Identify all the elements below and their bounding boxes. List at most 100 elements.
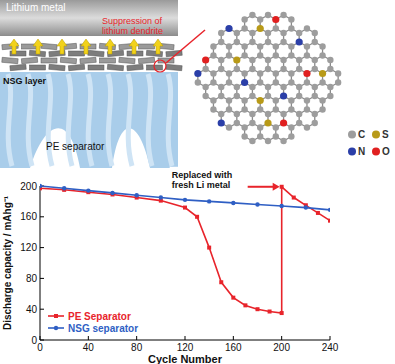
nsg-flake <box>41 43 57 49</box>
atom <box>288 25 294 31</box>
atom-legend-dot <box>348 148 356 156</box>
atom-legend-dot <box>348 131 356 139</box>
point <box>231 201 235 205</box>
x-axis-title: Cycle Number <box>148 353 223 364</box>
atom <box>296 57 302 63</box>
atom <box>241 16 247 22</box>
atom <box>280 57 286 63</box>
point <box>279 204 283 208</box>
atom <box>234 120 240 126</box>
atom <box>273 106 279 112</box>
point <box>280 185 284 189</box>
atom <box>265 57 271 63</box>
point <box>304 205 308 209</box>
atom <box>202 56 209 63</box>
point <box>159 195 163 199</box>
fiber <box>68 74 72 166</box>
point <box>195 215 199 219</box>
atom <box>249 111 255 117</box>
atom <box>249 39 255 45</box>
nsg-flake <box>127 64 143 70</box>
atom <box>257 133 263 139</box>
point <box>110 191 114 195</box>
arrow <box>153 39 163 54</box>
atom <box>226 97 232 103</box>
atom <box>257 16 263 22</box>
annotation-arrow <box>248 186 276 188</box>
y-tick-label: 120 <box>20 242 37 253</box>
point <box>62 186 66 190</box>
atom <box>210 70 216 76</box>
atom <box>304 106 310 112</box>
atom <box>304 25 310 31</box>
atom <box>296 30 302 36</box>
fiber <box>108 74 112 166</box>
atom <box>265 84 271 90</box>
atom <box>296 38 303 45</box>
fiber <box>8 74 12 166</box>
atom <box>257 124 263 130</box>
atom <box>234 66 240 72</box>
atom <box>257 79 263 85</box>
nsg-flake <box>139 44 155 49</box>
annotation-bg <box>170 167 246 190</box>
nsg-flake <box>60 57 76 63</box>
atom <box>280 92 287 99</box>
x-tick <box>330 336 331 340</box>
atom <box>335 70 341 76</box>
atom <box>327 93 333 99</box>
point <box>268 310 272 314</box>
arrow <box>105 39 115 54</box>
atom <box>226 106 232 112</box>
layer-label: NSG layer <box>3 76 47 86</box>
atom <box>257 25 264 32</box>
atom <box>288 52 294 58</box>
fiber <box>128 74 132 166</box>
fiber <box>88 74 92 166</box>
atom <box>257 43 263 49</box>
atom <box>319 79 325 85</box>
atom <box>241 43 247 49</box>
nsg-flake <box>88 50 104 56</box>
x-tick <box>281 336 282 340</box>
atom <box>265 138 271 144</box>
atom <box>210 79 216 85</box>
atom <box>257 106 263 112</box>
arrow <box>57 39 67 54</box>
atom <box>273 43 279 49</box>
y-tick-label: 40 <box>26 304 38 315</box>
nsg-flake <box>88 65 104 70</box>
atom <box>218 66 224 72</box>
x-tick-label: 80 <box>131 342 143 353</box>
legend-marker <box>54 314 58 318</box>
nsg-flake <box>138 57 154 63</box>
y-tick <box>40 278 44 279</box>
atom <box>257 52 263 58</box>
atom <box>319 70 326 77</box>
nsg-flake <box>119 57 135 63</box>
y-tick-label: 200 <box>20 181 37 192</box>
atom <box>241 133 247 139</box>
atom <box>218 30 224 36</box>
atom <box>194 70 201 77</box>
annotation-text: Replaced withfresh Li metal <box>172 170 233 190</box>
atom <box>234 30 240 36</box>
x-tick <box>88 336 89 340</box>
atom <box>288 106 294 112</box>
x-tick-label: 240 <box>322 342 339 353</box>
atom <box>304 124 310 130</box>
point <box>86 188 90 192</box>
atom-legend-dot <box>372 148 380 156</box>
atom <box>218 93 224 99</box>
plot-area <box>40 184 330 315</box>
y-axis <box>40 186 41 340</box>
atom <box>319 43 325 49</box>
atom <box>280 138 286 144</box>
x-tick-label: 120 <box>177 342 194 353</box>
atom <box>226 43 232 49</box>
atom <box>195 79 201 85</box>
nsg-flake <box>10 64 26 70</box>
atom <box>249 93 255 99</box>
arrow <box>33 39 43 54</box>
cell-diagram: Lithium metalSuppression oflithium dendr… <box>0 0 205 168</box>
